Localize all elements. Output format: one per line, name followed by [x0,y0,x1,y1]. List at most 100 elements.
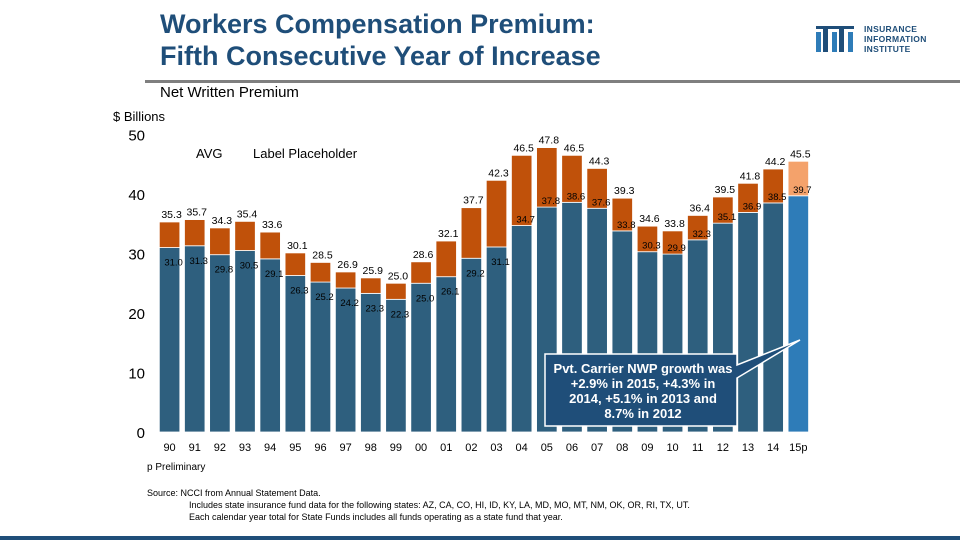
x-tick-label: 13 [742,442,754,454]
footnote-preliminary: p Preliminary [147,462,206,473]
x-tick-label: 96 [314,442,326,454]
bar-state-14 [762,168,784,204]
bar-private-94 [259,258,281,433]
total-label: 25.9 [363,265,384,277]
bar-private-15p [787,195,809,433]
x-tick-label: 91 [189,442,201,454]
private-label: 31.0 [164,258,183,269]
total-label: 41.8 [740,170,761,182]
bar-state-01 [435,240,457,278]
total-label: 44.3 [589,155,610,167]
bar-state-91 [184,219,206,247]
total-label: 44.2 [765,156,786,168]
private-label: 29.9 [667,243,686,254]
private-label: 30.5 [240,261,259,272]
x-tick-label: 04 [516,442,528,454]
private-label: 29.1 [265,269,284,280]
private-label: 35.1 [718,212,737,223]
total-label: 46.5 [513,142,534,154]
y-tick-label: 20 [128,306,145,323]
total-label: 35.3 [161,209,182,221]
bar-state-12 [712,196,734,224]
bar-state-02 [460,207,483,259]
total-label: 35.4 [237,208,258,220]
bar-private-04 [511,225,533,433]
total-label: 28.6 [413,249,434,261]
total-label: 46.5 [564,142,585,154]
title-line-2: Fifth Consecutive Year of Increase [160,41,601,71]
bar-state-03 [485,179,508,248]
bar-state-08 [611,197,633,232]
bar-private-14 [762,202,784,433]
bar-state-90 [158,221,181,248]
bar-private-00 [410,282,432,433]
total-label: 39.5 [715,184,736,196]
bar-state-97 [334,271,357,289]
x-tick-label: 92 [214,442,226,454]
total-label: 42.3 [488,167,509,179]
private-label: 31.1 [491,257,510,268]
page-title: Workers Compensation Premium: Fifth Cons… [160,8,800,72]
private-label: 30.3 [642,241,661,252]
header-divider [145,80,960,83]
private-label: 26.1 [441,287,460,298]
total-label: 39.3 [614,185,635,197]
x-tick-label: 00 [415,442,427,454]
x-tick-label: 09 [641,442,653,454]
logo-mark-icon [816,26,854,52]
x-tick-label: 95 [289,442,301,454]
total-label: 32.1 [438,228,459,240]
x-tick-label: 11 [692,442,703,454]
private-label: 31.3 [189,256,208,267]
total-label: 47.8 [539,135,560,147]
private-label: 24.2 [340,298,359,309]
private-label: 25.0 [416,293,435,304]
title-line-1: Workers Compensation Premium: [160,9,595,39]
x-tick-label: 10 [666,442,678,454]
x-tick-label: 08 [616,442,628,454]
bar-state-04 [511,154,533,226]
x-tick-label: 06 [566,442,578,454]
logo-line-2: INFORMATION [864,34,927,44]
bar-private-96 [309,281,332,433]
total-label: 26.9 [337,259,358,271]
private-label: 38.5 [768,192,787,203]
private-label: 29.2 [466,268,485,279]
total-label: 33.6 [262,219,283,231]
logo-line-3: INSTITUTE [864,44,911,54]
x-tick-label: 02 [465,442,477,454]
bar-private-93 [234,250,256,433]
source-note: Source: NCCI from Annual Statement Data.… [147,487,690,523]
private-label: 38.6 [567,191,586,202]
bar-private-92 [209,254,231,433]
x-tick-label: 90 [163,442,175,454]
y-tick-label: 10 [128,366,145,383]
total-label: 37.7 [463,195,484,207]
iii-logo: INSURANCE INFORMATION INSTITUTE [814,22,954,62]
bar-state-05 [536,147,558,208]
private-label: 33.8 [617,220,636,231]
x-tick-label: 07 [591,442,603,454]
x-tick-label: 12 [717,442,729,454]
y-tick-label: 30 [128,247,145,264]
x-tick-label: 14 [767,442,779,454]
private-label: 22.3 [391,309,410,320]
total-label: 35.7 [187,207,208,219]
bar-private-97 [334,287,357,433]
bar-state-93 [234,220,256,251]
private-label: 23.3 [366,303,385,314]
private-label: 29.8 [215,265,234,276]
total-label: 33.8 [664,218,685,230]
footer-bar [0,536,960,540]
y-tick-label: 0 [137,425,145,442]
total-label: 45.5 [790,148,811,160]
bar-private-01 [435,276,457,433]
x-tick-label: 01 [440,442,452,454]
total-label: 34.6 [639,213,660,225]
chart-subtitle: Net Written Premium [160,84,299,101]
bar-state-98 [360,277,382,294]
total-label: 30.1 [287,240,308,252]
bar-private-90 [158,247,181,433]
total-label: 28.5 [312,249,333,261]
